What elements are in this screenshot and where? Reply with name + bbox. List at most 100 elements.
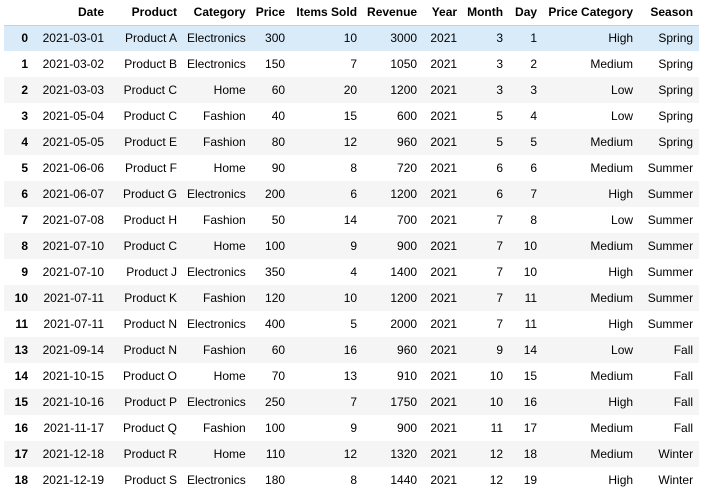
cell-month: 7: [496, 239, 504, 253]
cell-price-category: High: [608, 187, 634, 201]
cell-season: Summer: [647, 265, 694, 279]
cell-day: 7: [530, 187, 538, 201]
cell-day: 18: [523, 447, 538, 461]
table-row: 11 2021-07-11 Product N Electronics 400 5 2000…: [4, 311, 700, 337]
cell-year: 2021: [430, 187, 458, 201]
cell-category: Fashion: [202, 109, 246, 123]
cell-date: 2021-07-08: [42, 213, 104, 227]
table-row: 7 2021-07-08 Product H Fashion 50 14 700 2021 7 8…: [4, 207, 700, 233]
cell-items-sold: 5: [350, 317, 358, 331]
table-row: 18 2021-12-19 Product S Electronics 180 8 1440…: [4, 467, 700, 493]
column-header-day: Day: [509, 0, 544, 26]
cell-season: Spring: [658, 109, 694, 123]
cell-price: 350: [265, 265, 286, 279]
cell-price-category: Medium: [590, 447, 634, 461]
cell-product: Product H: [123, 213, 177, 227]
cell-price: 90: [271, 161, 286, 175]
cell-month: 7: [496, 265, 504, 279]
cell-year: 2021: [430, 421, 458, 435]
cell-product: Product G: [122, 187, 177, 201]
row-index: 18: [14, 473, 28, 487]
table-body: 0 2021-03-01 Product A Electronics 300 10 3000…: [4, 25, 700, 493]
cell-month: 7: [496, 213, 504, 227]
cell-day: 10: [523, 239, 538, 253]
cell-product: Product B: [124, 57, 177, 71]
cell-price-category: Low: [611, 83, 634, 97]
cell-revenue: 960: [397, 343, 418, 357]
cell-month: 3: [496, 83, 504, 97]
cell-product: Product P: [124, 395, 177, 409]
cell-revenue: 700: [397, 213, 418, 227]
cell-revenue: 3000: [390, 31, 418, 46]
cell-year: 2021: [430, 317, 458, 331]
cell-month: 5: [496, 109, 504, 123]
cell-price: 40: [271, 109, 286, 123]
column-header-revenue: Revenue: [363, 0, 424, 26]
table-row: 13 2021-09-14 Product N Fashion 60 16 960 2021 9…: [4, 337, 700, 363]
row-index: 17: [14, 447, 28, 461]
cell-price-category: Medium: [590, 161, 634, 175]
column-header-month: Month: [463, 0, 510, 26]
cell-revenue: 1320: [390, 447, 418, 461]
column-header-date: Date: [34, 0, 110, 26]
cell-date: 2021-03-02: [42, 57, 104, 71]
column-header-items-sold: Items Sold: [291, 0, 364, 26]
cell-price-category: High: [608, 31, 634, 46]
cell-items-sold: 10: [343, 291, 358, 305]
cell-date: 2021-06-07: [42, 187, 104, 201]
cell-day: 15: [523, 369, 538, 383]
cell-items-sold: 8: [350, 161, 358, 175]
cell-items-sold: 15: [343, 109, 358, 123]
cell-day: 10: [523, 265, 538, 279]
row-index: 7: [21, 213, 28, 227]
cell-product: Product K: [124, 291, 177, 305]
cell-date: 2021-11-17: [43, 421, 105, 435]
cell-date: 2021-10-15: [42, 369, 104, 383]
table-row: 16 2021-11-17 Product Q Fashion 100 9 900 2021 1…: [4, 415, 700, 441]
cell-day: 19: [523, 473, 538, 487]
cell-season: Summer: [647, 187, 694, 201]
cell-price-category: Low: [611, 109, 634, 123]
table-row: 5 2021-06-06 Product F Home 90 8 720 2021 6 6 Medi…: [4, 155, 700, 181]
cell-category: Electronics: [187, 31, 246, 46]
cell-date: 2021-07-11: [43, 317, 105, 331]
row-index: 1: [21, 57, 28, 71]
cell-year: 2021: [430, 239, 458, 253]
cell-price: 120: [265, 291, 286, 305]
cell-year: 2021: [430, 213, 458, 227]
row-index: 4: [21, 135, 28, 149]
cell-price: 250: [265, 395, 286, 409]
cell-day: 11: [524, 317, 538, 331]
cell-price-category: Medium: [590, 239, 634, 253]
cell-year: 2021: [430, 447, 458, 461]
cell-revenue: 600: [397, 109, 418, 123]
row-index: 11: [15, 317, 28, 331]
cell-price-category: Medium: [590, 291, 634, 305]
cell-day: 1: [530, 31, 538, 46]
cell-year: 2021: [430, 109, 458, 123]
table-row: 2 2021-03-03 Product C Home 60 20 1200 2021 3 3 Lo…: [4, 77, 700, 103]
cell-year: 2021: [430, 83, 458, 97]
cell-items-sold: 14: [343, 213, 358, 227]
index-header: [4, 0, 34, 26]
cell-items-sold: 7: [350, 57, 358, 71]
table-row: 8 2021-07-10 Product C Home 100 9 900 2021 7 10 Me…: [4, 233, 700, 259]
table-row: 9 2021-07-10 Product J Electronics 350 4 1400 2…: [4, 259, 700, 285]
row-index: 3: [21, 109, 28, 123]
cell-day: 17: [523, 421, 538, 435]
cell-price: 70: [271, 369, 286, 383]
cell-price: 180: [265, 473, 286, 487]
cell-revenue: 1440: [390, 473, 418, 487]
cell-date: 2021-07-11: [43, 291, 105, 305]
cell-price: 60: [271, 343, 286, 357]
cell-category: Electronics: [187, 395, 246, 409]
cell-season: Fall: [673, 421, 694, 435]
cell-date: 2021-10-16: [42, 395, 104, 409]
cell-year: 2021: [430, 473, 458, 487]
cell-month: 7: [496, 291, 504, 305]
cell-day: 16: [523, 395, 538, 409]
cell-month: 7: [496, 317, 504, 331]
cell-product: Product S: [124, 473, 177, 487]
cell-items-sold: 12: [343, 135, 358, 149]
